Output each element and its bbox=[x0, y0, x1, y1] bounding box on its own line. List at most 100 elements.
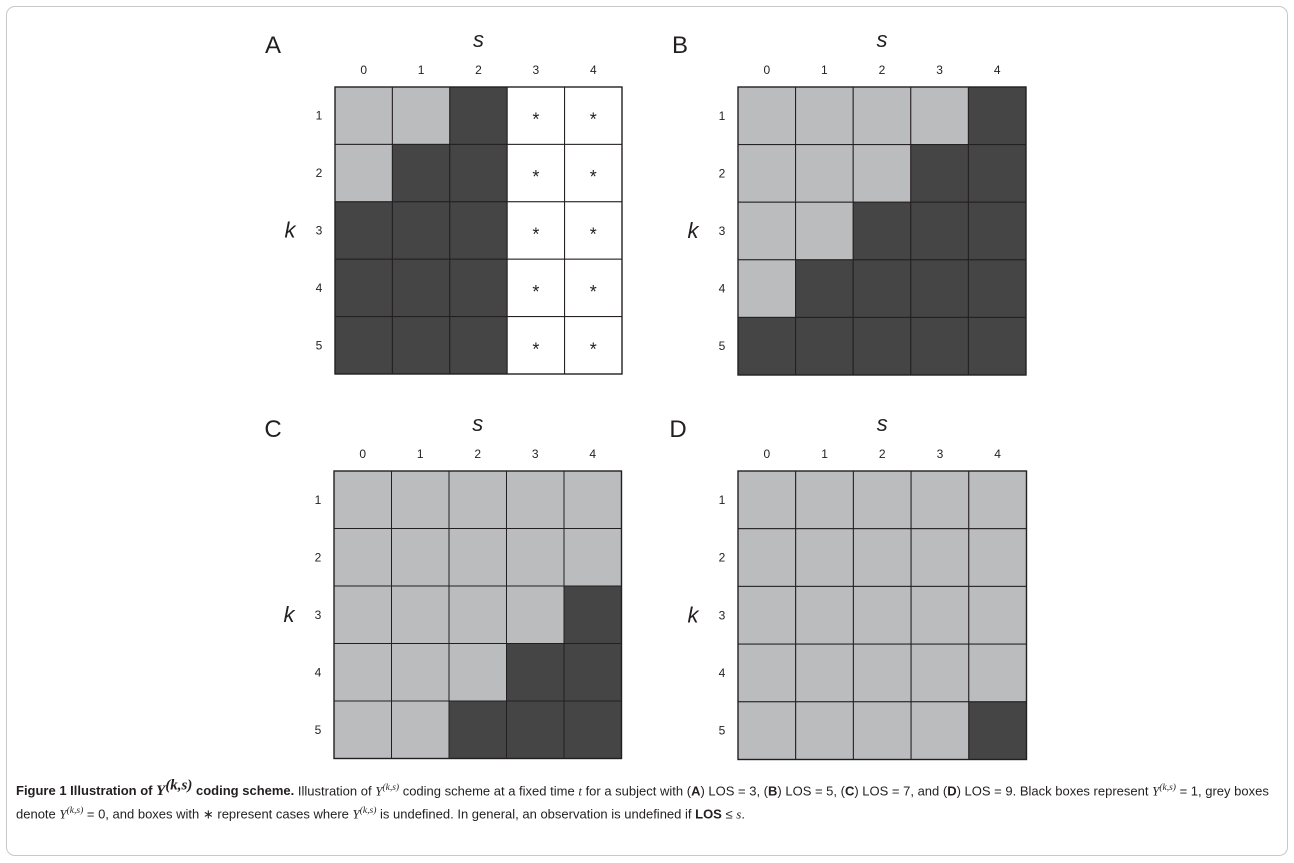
panel-c-s-tick: 0 bbox=[359, 447, 366, 461]
panel-d-letter: D bbox=[669, 416, 686, 443]
panel-a-cell-undefined bbox=[506, 316, 566, 375]
panel-c-k-axis-label: k bbox=[284, 602, 296, 627]
panel-a-undefined-star: * bbox=[590, 282, 597, 302]
panel-c-cell-grey bbox=[391, 470, 450, 529]
panel-a-cell-black bbox=[449, 201, 508, 260]
panel-d-cell-grey bbox=[968, 585, 1027, 645]
panel-c-cell-black bbox=[563, 700, 622, 759]
panel-b-k-tick: 1 bbox=[719, 109, 726, 123]
panel-d-k-tick: 5 bbox=[719, 724, 726, 738]
panel-b-cell-black bbox=[967, 201, 1027, 261]
panel-d-cell-grey bbox=[737, 643, 797, 703]
panel-d-s-tick: 0 bbox=[764, 447, 771, 461]
panel-d-cell-black bbox=[968, 701, 1027, 760]
panel-d-cell-grey bbox=[795, 528, 854, 587]
panel-a-undefined-star: * bbox=[590, 110, 597, 130]
panel-a-cell-undefined bbox=[564, 316, 623, 375]
panel-c-cell-grey bbox=[448, 643, 507, 702]
panel-c-cell-grey bbox=[391, 528, 450, 587]
panel-b-k-tick: 5 bbox=[719, 339, 726, 353]
panel-a-cell-black bbox=[391, 316, 451, 375]
panel-d-cell-grey bbox=[737, 585, 797, 645]
panel-d-s-tick: 3 bbox=[937, 447, 944, 461]
panel-d-cell-grey bbox=[910, 701, 970, 760]
panel-a-cell-black bbox=[449, 86, 508, 145]
panel-d-k-axis-label: k bbox=[688, 602, 700, 627]
panel-a-cell-undefined bbox=[564, 258, 623, 318]
panel-b-cell-black bbox=[967, 86, 1027, 146]
panel-a-s-tick: 0 bbox=[360, 63, 367, 77]
panel-b-s-tick: 1 bbox=[821, 63, 828, 77]
panel-a-cell-black bbox=[391, 201, 451, 260]
panel-b-cell-black bbox=[795, 316, 854, 376]
panel-c-k-tick: 2 bbox=[315, 550, 322, 564]
panel-a-cell-black bbox=[334, 201, 393, 260]
panel-a-cell-undefined bbox=[564, 143, 623, 203]
caption-text: Illustration of bbox=[297, 783, 372, 799]
panel-d-cell-grey bbox=[852, 701, 912, 760]
panel-d-cell-grey bbox=[737, 528, 797, 587]
panel-d-cell-grey bbox=[852, 528, 912, 587]
panel-d-cell-grey bbox=[910, 643, 970, 703]
panel-a-k-tick: 5 bbox=[316, 338, 323, 352]
panel-d-cell-grey bbox=[968, 470, 1027, 530]
panel-c-border bbox=[333, 470, 623, 760]
panel-c-cell-black bbox=[448, 700, 507, 759]
panel-b-cell-black bbox=[852, 316, 912, 376]
panel-b-cell-black bbox=[967, 144, 1027, 203]
panel-a-cell-black bbox=[334, 258, 393, 318]
panel-c-k-tick: 3 bbox=[315, 608, 322, 622]
panel-a-undefined-star: * bbox=[590, 225, 597, 245]
panel-d-cell-grey bbox=[910, 585, 970, 645]
panel-b-cell-grey bbox=[795, 144, 854, 203]
panel-b-cell-grey bbox=[852, 86, 912, 146]
panel-b-k-tick: 4 bbox=[719, 282, 726, 296]
panel-c-cell-black bbox=[563, 643, 622, 702]
panel-b-cell-black bbox=[910, 316, 969, 376]
panel-d-s-axis-label: s bbox=[877, 411, 888, 436]
panel-c-cell-grey bbox=[506, 585, 565, 644]
panel-b-s-tick: 2 bbox=[879, 63, 886, 77]
panel-c-s-tick: 3 bbox=[532, 447, 539, 461]
panel-c-cell-grey bbox=[391, 585, 450, 644]
panel-d-border bbox=[737, 470, 1028, 761]
panel-c-cell-grey bbox=[506, 470, 565, 529]
panel-a-undefined-star: * bbox=[532, 110, 539, 130]
panel-a-cell-undefined bbox=[564, 201, 623, 260]
panel-c-cell-black bbox=[506, 700, 565, 759]
panel-a-k-tick: 2 bbox=[316, 166, 323, 180]
panel-c-cell-grey bbox=[448, 585, 507, 644]
panel-d-cell-grey bbox=[852, 585, 912, 645]
panel-a-s-tick: 1 bbox=[418, 63, 425, 77]
panel-c-cell-grey bbox=[333, 470, 392, 529]
panel-a-cell-grey bbox=[334, 86, 393, 145]
panel-d-cell-grey bbox=[795, 470, 854, 530]
panel-b-s-axis-label: s bbox=[877, 27, 888, 52]
panel-a-cell-black bbox=[391, 258, 451, 318]
panel-b-cell-grey bbox=[795, 86, 854, 146]
panel-d-cell-grey bbox=[795, 701, 854, 760]
panel-a-undefined-star: * bbox=[590, 167, 597, 187]
panel-c-cell-grey bbox=[391, 643, 450, 702]
panel-a-undefined-star: * bbox=[532, 339, 539, 359]
panel-a-s-axis-label: s bbox=[473, 27, 484, 52]
panel-b-cell-black bbox=[795, 259, 854, 318]
panel-c-cell-grey bbox=[333, 585, 392, 644]
panel-a-cell-undefined bbox=[564, 86, 623, 145]
panel-d-s-tick: 4 bbox=[994, 447, 1001, 461]
panel-b-k-tick: 3 bbox=[719, 224, 726, 238]
panel-a-k-tick: 3 bbox=[316, 224, 323, 238]
panel-c-cell-grey bbox=[333, 700, 392, 759]
panel-b-s-tick: 0 bbox=[763, 63, 770, 77]
panel-d-k-tick: 2 bbox=[719, 551, 726, 565]
panel-c-s-tick: 2 bbox=[474, 447, 481, 461]
caption-title: Figure 1 Illustration of Y(k,s) coding s… bbox=[16, 778, 295, 800]
panel-b-cell-black bbox=[910, 201, 969, 261]
panel-b-k-axis-label: k bbox=[688, 218, 700, 243]
panel-b-s-tick: 3 bbox=[936, 63, 943, 77]
panel-c-k-tick: 5 bbox=[315, 723, 322, 737]
figure-frame bbox=[6, 6, 1288, 856]
panel-a-cell-grey bbox=[391, 86, 451, 145]
panel-a-cell-black bbox=[391, 143, 451, 203]
